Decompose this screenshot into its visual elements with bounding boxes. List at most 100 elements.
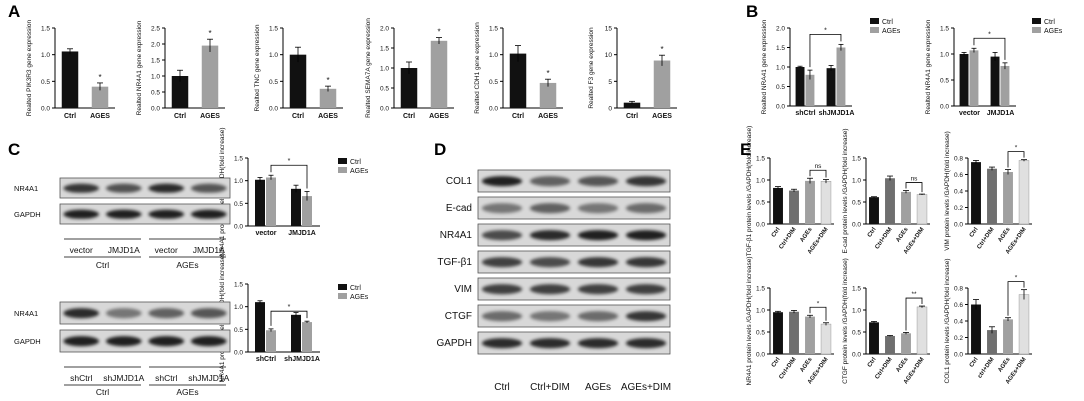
e1-ytick-label-3: 1.5 bbox=[756, 156, 765, 163]
blot-d-strip-4 bbox=[477, 277, 671, 301]
blot-d-band-2-0 bbox=[481, 230, 523, 241]
a6-ytick-label-3: 15 bbox=[605, 26, 613, 33]
blot-c-bottom-band-1-0 bbox=[63, 336, 100, 347]
e4-bracket-0 bbox=[809, 306, 827, 321]
e4-xlabel-2: AGEs bbox=[799, 356, 814, 373]
blot-d-strip-0 bbox=[477, 169, 671, 193]
c2-legend-swatch-0 bbox=[338, 284, 347, 290]
blot-c-top-strip-1 bbox=[59, 203, 231, 225]
e5-bracket-0 bbox=[905, 297, 923, 331]
a2-ytick-label-2: 1.0 bbox=[151, 74, 160, 81]
a6-ytick-label-2: 10 bbox=[605, 52, 613, 59]
blot-d-band-6-0 bbox=[481, 338, 523, 349]
blot-c-top-band-1-3 bbox=[190, 209, 227, 219]
blot-d-band-3-3 bbox=[625, 257, 667, 268]
b1-bracket-label-0: * bbox=[824, 27, 827, 34]
a3-xlabel-1: AGES bbox=[318, 113, 338, 120]
b2-legend-label-0: Ctrl bbox=[1044, 19, 1055, 26]
e2-bracket-0 bbox=[905, 182, 923, 193]
c2-legend-label-0: Ctrl bbox=[350, 285, 361, 292]
a5-ytick-label-0: 0.0 bbox=[489, 106, 498, 113]
e1-xlabel-0: Ctrl bbox=[771, 226, 782, 238]
blot-c-bottom-lane-label-1: shJMJD1A bbox=[103, 373, 144, 383]
panel-label-b: B bbox=[746, 2, 759, 21]
e5-ytick-label-2: 1.0 bbox=[852, 308, 861, 315]
c2-ytick-label-2: 1.0 bbox=[234, 304, 243, 311]
panel-label-d: D bbox=[434, 140, 447, 159]
a2-ytick-label-4: 2.0 bbox=[151, 42, 160, 49]
blot-c-top-band-1-2 bbox=[148, 209, 185, 219]
blot-d-band-0-0 bbox=[481, 176, 523, 187]
b1-bracket-0 bbox=[809, 33, 842, 68]
c2-ytick-label-1: 0.5 bbox=[234, 327, 243, 334]
e3-bar-1 bbox=[987, 168, 997, 224]
e2-ylabel: E-cad protein levels /GAPDH(fold increas… bbox=[842, 129, 849, 254]
b1-ytick-label-0: 0.0 bbox=[776, 104, 785, 111]
e1-bracket-0 bbox=[809, 169, 827, 178]
e3-ytick-label-0: 0.0 bbox=[954, 222, 963, 229]
a5-xlabel-0: Ctrl bbox=[512, 113, 524, 120]
e5-xlabel-2: AGEs bbox=[895, 356, 910, 373]
a4-xlabel-0: Ctrl bbox=[403, 113, 415, 120]
c1-bar-1-1 bbox=[302, 196, 312, 226]
blot-d-row-label-1: E-cad bbox=[446, 203, 472, 214]
blot-d-band-2-3 bbox=[625, 230, 667, 241]
blot-c-top-group-label-0: Ctrl bbox=[96, 260, 109, 270]
e2-bar-3 bbox=[916, 194, 928, 225]
blot-d-band-5-0 bbox=[481, 311, 523, 322]
blot-c-top-band-0-3 bbox=[190, 183, 227, 193]
c2-bar-1-1 bbox=[302, 322, 312, 352]
a3-xlabel-0: Ctrl bbox=[292, 113, 304, 120]
blot-c-top-band-1-0 bbox=[63, 209, 100, 219]
a5-ytick-label-1: 0.5 bbox=[489, 79, 498, 86]
blot-d-band-1-1 bbox=[529, 203, 571, 214]
blot-c-bottom-band-1-2 bbox=[148, 336, 185, 347]
c1-bracket-0 bbox=[270, 164, 308, 189]
e4-ytick-label-0: 0.0 bbox=[756, 352, 765, 359]
b1-ylabel: Realted NRA41 gene expression bbox=[761, 19, 768, 114]
e2-ytick-label-1: 0.5 bbox=[852, 200, 861, 207]
e6-ytick-label-0: 0.0 bbox=[954, 352, 963, 359]
a5-ylabel: Realted CDH1 gene expression bbox=[474, 22, 481, 114]
a2-xlabel-0: Ctrl bbox=[174, 113, 186, 120]
e5-xlabel-0: Ctrl bbox=[867, 356, 878, 368]
blot-c-top-strip-0 bbox=[59, 177, 231, 199]
blot-d-strip-6 bbox=[477, 331, 671, 355]
e1-bracket-label-0: ns bbox=[815, 163, 823, 170]
c2-bar-0-1 bbox=[266, 330, 276, 352]
e5-bar-0 bbox=[869, 322, 879, 354]
b1-legend-swatch-0 bbox=[870, 18, 879, 24]
blot-d-row-label-3: TGF-β1 bbox=[437, 257, 472, 268]
a4-ytick-label-4: 2.0 bbox=[380, 26, 389, 33]
a1-sig-0: * bbox=[98, 73, 101, 82]
e1-ytick-label-2: 1.0 bbox=[756, 178, 765, 185]
blot-d-strip-1 bbox=[477, 196, 671, 220]
e3-xlabel-0: Ctrl bbox=[969, 226, 980, 238]
a6-xlabel-1: AGES bbox=[652, 113, 672, 120]
blot-d-band-1-2 bbox=[577, 203, 619, 214]
c1-bar-0-0 bbox=[255, 179, 265, 226]
e2-ytick-label-2: 1.0 bbox=[852, 178, 861, 185]
b1-ytick-label-3: 1.5 bbox=[776, 45, 785, 52]
e4-ytick-label-2: 1.0 bbox=[756, 308, 765, 315]
blot-d-row-label-2: NR4A1 bbox=[440, 230, 473, 241]
a2-xlabel-1: AGES bbox=[200, 113, 220, 120]
blot-c-top-row-label-0: NR4A1 bbox=[14, 184, 38, 193]
a2-ytick-label-5: 2.5 bbox=[151, 26, 160, 33]
a5-ytick-label-2: 1.0 bbox=[489, 52, 498, 59]
c1-legend-label-1: AGEs bbox=[350, 168, 369, 175]
b2-xlabel-1: JMJD1A bbox=[987, 110, 1015, 117]
blot-d-band-3-1 bbox=[529, 257, 571, 268]
blot-d-band-2-2 bbox=[577, 230, 619, 241]
e1-bar-1 bbox=[789, 190, 799, 224]
c1-bar-1-0 bbox=[291, 188, 301, 226]
a3-bar-1 bbox=[319, 88, 337, 108]
blot-c-bottom-band-1-3 bbox=[190, 336, 227, 347]
blot-c-bottom-band-0-1 bbox=[105, 308, 142, 319]
b1-legend-swatch-1 bbox=[870, 27, 879, 33]
blot-c-bottom-band-0-0 bbox=[63, 308, 100, 319]
b1-xlabel-1: shJMJD1A bbox=[819, 110, 855, 117]
e6-ytick-label-3: 0.6 bbox=[954, 302, 963, 309]
e4-ytick-label-3: 1.5 bbox=[756, 286, 765, 293]
e6-bracket-0 bbox=[1007, 281, 1025, 316]
